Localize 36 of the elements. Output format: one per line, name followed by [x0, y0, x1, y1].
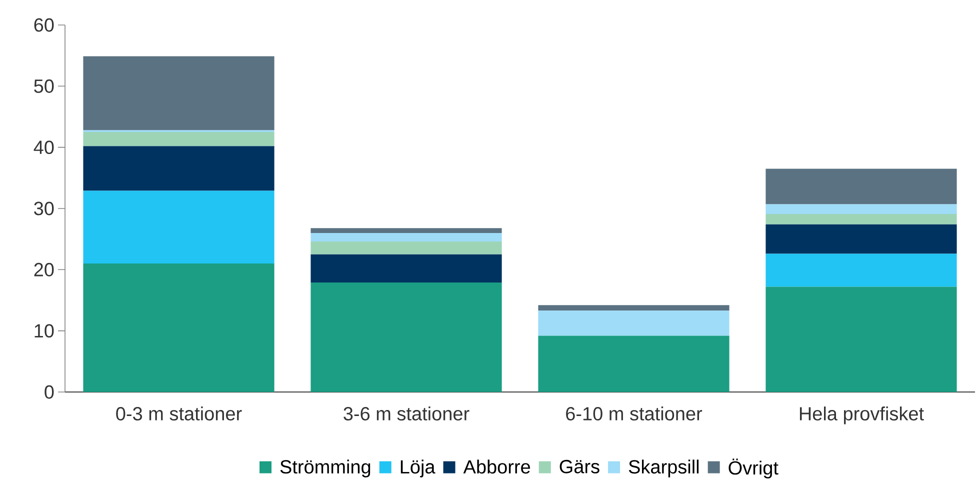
y-tick-label: 20: [34, 262, 54, 276]
bar: [83, 190, 274, 264]
legend-label: Strömming: [280, 460, 370, 478]
y-tick-label: 10: [34, 324, 54, 338]
bar: [766, 254, 957, 287]
bar: [310, 242, 502, 254]
y-tick-label: 30: [34, 202, 54, 216]
legend-label: Löja: [400, 460, 436, 478]
bar: [538, 310, 730, 336]
bar: [766, 214, 957, 224]
bar: [766, 286, 957, 392]
x-tick-label: 3-6 m stationer: [344, 406, 470, 420]
bar: [538, 336, 730, 392]
legend-label: Gärs: [560, 460, 600, 474]
x-tick-label: 0-3 m stationer: [116, 406, 242, 420]
bar: [766, 204, 957, 214]
legend-label: Abborre: [463, 460, 530, 474]
y-tick-label: 50: [34, 79, 54, 93]
bar: [310, 254, 502, 282]
bar: [83, 132, 274, 146]
bar: [538, 305, 730, 311]
bar: [83, 264, 274, 392]
y-tick-label: 60: [34, 18, 54, 32]
bar: [310, 228, 502, 233]
bar: [83, 56, 274, 130]
bar: [766, 224, 957, 254]
y-tick-label: 0: [44, 385, 54, 399]
bar: [766, 168, 957, 204]
legend-label: Skarpsill: [628, 460, 699, 478]
legend-label: Övrigt: [728, 458, 778, 478]
bar: [310, 282, 502, 392]
bar: [83, 146, 274, 191]
bar: [310, 232, 502, 242]
x-tick-label: 6-10 m stationer: [566, 406, 702, 420]
y-tick-label: 40: [34, 140, 54, 154]
x-tick-label: Hela provfisket: [800, 406, 924, 424]
